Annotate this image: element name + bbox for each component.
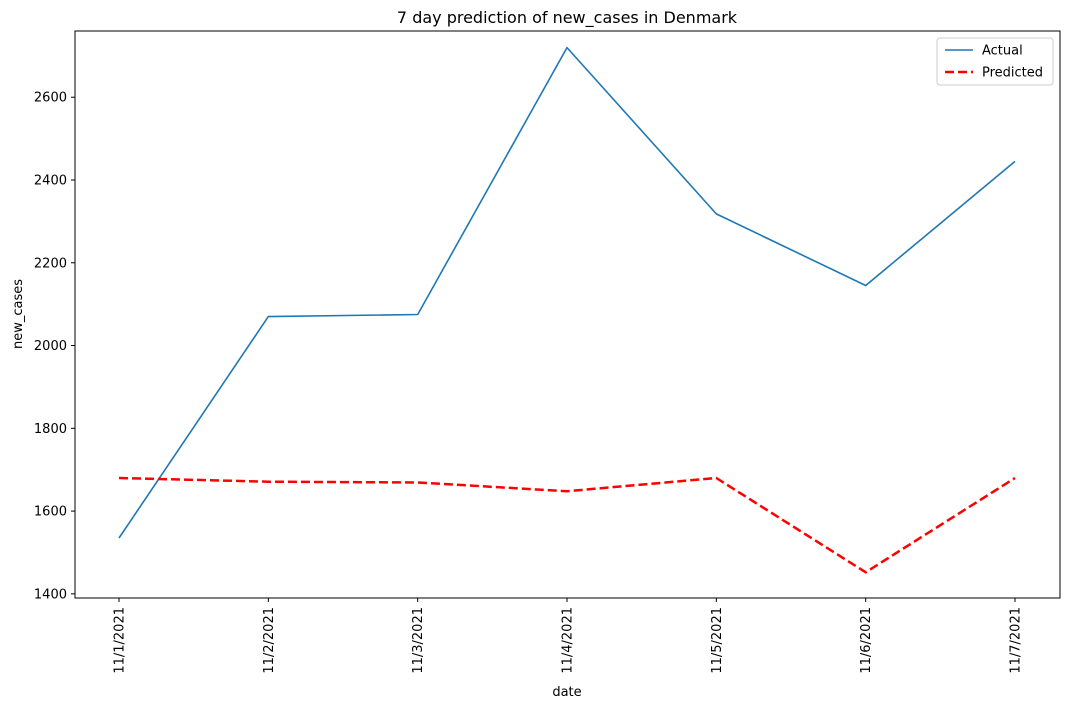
x-tick-label: 11/2/2021 <box>262 607 277 674</box>
legend-label-predicted: Predicted <box>982 66 1043 81</box>
x-tick-label: 11/3/2021 <box>411 607 426 674</box>
legend-label-actual: Actual <box>982 44 1023 59</box>
y-tick-label: 1400 <box>34 587 67 602</box>
series-line-actual <box>118 46 1016 539</box>
x-tick-label: 11/4/2021 <box>561 607 576 674</box>
x-tick-label: 11/5/2021 <box>710 607 725 674</box>
y-axis-label: new_cases <box>11 279 26 349</box>
y-tick-label: 2200 <box>34 256 67 271</box>
legend: Actual Predicted <box>936 37 1054 86</box>
y-tick-label: 1800 <box>34 422 67 437</box>
x-tick-label: 11/1/2021 <box>113 607 128 674</box>
x-tick-label: 11/7/2021 <box>1009 607 1024 674</box>
series-line-predicted <box>118 476 1016 574</box>
chart-title: 7 day prediction of new_cases in Denmark <box>397 8 738 28</box>
x-axis-label: date <box>552 685 581 700</box>
y-tick-label: 1600 <box>34 505 67 520</box>
y-tick-label: 2600 <box>34 91 67 106</box>
x-tick-label: 11/6/2021 <box>859 607 874 674</box>
y-tick-label: 2000 <box>34 339 67 354</box>
y-tick-label: 2400 <box>34 173 67 188</box>
plot-frame <box>74 30 1061 599</box>
